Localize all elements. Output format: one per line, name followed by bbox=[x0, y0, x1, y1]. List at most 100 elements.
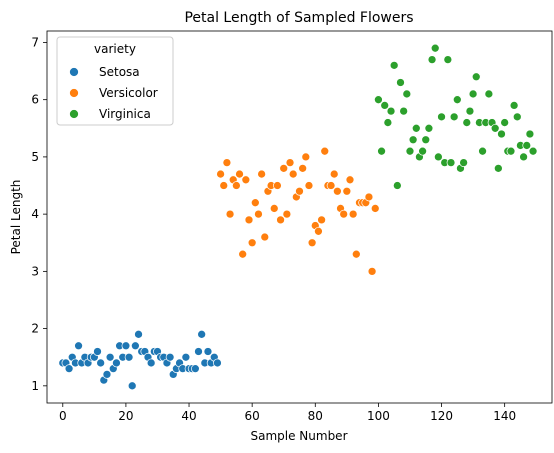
point-virginica bbox=[528, 146, 538, 156]
point-virginica bbox=[411, 123, 421, 133]
point-virginica bbox=[459, 158, 468, 167]
y-tick-label: 7 bbox=[31, 35, 39, 49]
point-versicolor bbox=[273, 181, 282, 190]
point-versicolor bbox=[364, 192, 374, 202]
point-virginica bbox=[525, 129, 535, 139]
point-versicolor bbox=[247, 238, 257, 248]
point-setosa bbox=[74, 341, 83, 351]
point-virginica bbox=[392, 181, 402, 190]
point-versicolor bbox=[348, 209, 358, 219]
point-virginica bbox=[427, 55, 437, 64]
point-versicolor bbox=[232, 181, 241, 190]
point-setosa bbox=[190, 364, 200, 374]
point-versicolor bbox=[282, 209, 292, 219]
y-tick-label: 6 bbox=[31, 93, 39, 107]
point-setosa bbox=[96, 358, 106, 368]
point-virginica bbox=[408, 135, 418, 145]
point-versicolor bbox=[238, 249, 248, 259]
point-setosa bbox=[131, 341, 140, 351]
point-versicolor bbox=[317, 215, 326, 225]
point-versicolor bbox=[329, 169, 339, 179]
legend-label-versicolor: Versicolor bbox=[99, 86, 158, 100]
point-virginica bbox=[430, 43, 440, 53]
point-versicolor bbox=[269, 204, 279, 213]
point-setosa bbox=[194, 347, 203, 356]
x-tick-label: 60 bbox=[245, 409, 260, 423]
point-versicolor bbox=[225, 209, 235, 219]
point-versicolor bbox=[254, 209, 263, 219]
point-virginica bbox=[446, 158, 456, 167]
x-axis: 0 20 40 60 80 100 120 140 bbox=[59, 403, 516, 423]
x-axis-label: Sample Number bbox=[250, 429, 347, 443]
point-setosa bbox=[127, 381, 137, 391]
point-virginica bbox=[434, 152, 443, 162]
point-setosa bbox=[181, 352, 191, 362]
y-tick-label: 4 bbox=[31, 207, 39, 221]
point-setosa bbox=[64, 364, 74, 374]
point-versicolor bbox=[216, 169, 225, 179]
legend-marker-versicolor bbox=[69, 88, 79, 98]
x-tick-label: 20 bbox=[118, 409, 133, 423]
point-virginica bbox=[497, 129, 506, 139]
point-virginica bbox=[478, 146, 487, 156]
point-versicolor bbox=[276, 215, 285, 225]
point-setosa bbox=[165, 352, 175, 362]
point-versicolor bbox=[314, 226, 323, 236]
point-setosa bbox=[146, 358, 156, 368]
point-virginica bbox=[484, 89, 494, 99]
point-virginica bbox=[380, 101, 390, 110]
x-tick-label: 120 bbox=[430, 409, 453, 423]
point-virginica bbox=[402, 89, 412, 99]
chart-title: Petal Length of Sampled Flowers bbox=[184, 10, 413, 26]
legend-title: variety bbox=[94, 42, 136, 56]
x-tick-label: 0 bbox=[59, 409, 67, 423]
point-virginica bbox=[377, 146, 386, 156]
point-virginica bbox=[468, 89, 478, 99]
point-virginica bbox=[452, 95, 462, 105]
data-points bbox=[58, 43, 538, 391]
point-versicolor bbox=[260, 232, 270, 242]
point-setosa bbox=[197, 329, 207, 339]
legend-label-virginica: Virginica bbox=[99, 107, 151, 121]
point-versicolor bbox=[307, 238, 317, 248]
point-virginica bbox=[443, 55, 453, 64]
point-virginica bbox=[465, 106, 475, 116]
point-virginica bbox=[389, 60, 399, 70]
point-versicolor bbox=[326, 181, 336, 190]
point-setosa bbox=[134, 329, 143, 339]
point-versicolor bbox=[351, 249, 361, 259]
point-versicolor bbox=[367, 267, 377, 276]
point-virginica bbox=[519, 152, 528, 162]
point-versicolor bbox=[250, 198, 260, 208]
point-versicolor bbox=[298, 164, 308, 173]
y-axis: 1 2 3 4 5 6 7 bbox=[31, 35, 47, 393]
point-versicolor bbox=[345, 175, 355, 185]
y-tick-label: 2 bbox=[31, 322, 39, 336]
point-virginica bbox=[405, 146, 415, 156]
point-versicolor bbox=[288, 169, 298, 179]
point-virginica bbox=[424, 123, 434, 133]
point-versicolor bbox=[244, 215, 254, 225]
y-tick-label: 5 bbox=[31, 150, 39, 164]
legend: variety Setosa Versicolor Virginica bbox=[56, 36, 174, 126]
point-virginica bbox=[493, 164, 503, 173]
y-axis-label: Petal Length bbox=[9, 180, 23, 255]
point-virginica bbox=[500, 118, 510, 127]
point-setosa bbox=[102, 370, 112, 379]
point-versicolor bbox=[285, 158, 295, 167]
point-versicolor bbox=[295, 186, 304, 196]
point-virginica bbox=[421, 135, 431, 145]
point-virginica bbox=[374, 95, 383, 105]
x-tick-label: 140 bbox=[493, 409, 516, 423]
point-versicolor bbox=[333, 186, 342, 196]
y-tick-label: 1 bbox=[31, 379, 39, 393]
point-versicolor bbox=[235, 169, 244, 179]
point-setosa bbox=[124, 352, 134, 362]
y-tick-label: 3 bbox=[31, 264, 39, 278]
point-versicolor bbox=[241, 175, 251, 185]
point-setosa bbox=[203, 347, 213, 356]
point-versicolor bbox=[370, 204, 380, 213]
point-setosa bbox=[112, 358, 121, 368]
point-virginica bbox=[383, 118, 393, 127]
point-versicolor bbox=[279, 164, 289, 173]
